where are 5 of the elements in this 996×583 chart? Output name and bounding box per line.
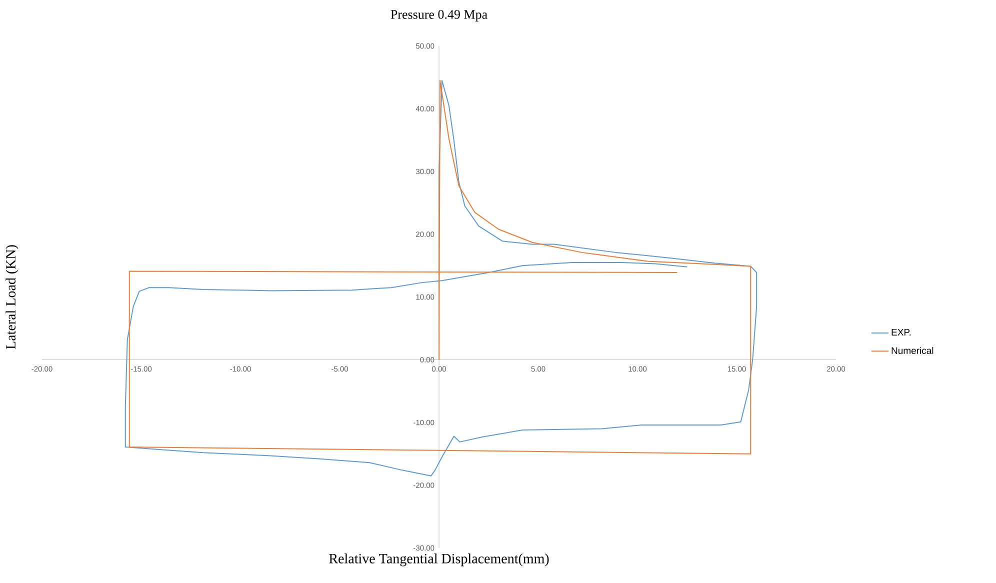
chart-title: Pressure 0.49 Mpa: [390, 10, 488, 22]
legend-label: EXP.: [892, 328, 911, 336]
legend-label: Numerical: [892, 346, 934, 354]
y-axis-title: Lateral Load (KN): [6, 245, 18, 350]
x-axis-title: Relative Tangential Displacement(mm): [329, 554, 549, 566]
